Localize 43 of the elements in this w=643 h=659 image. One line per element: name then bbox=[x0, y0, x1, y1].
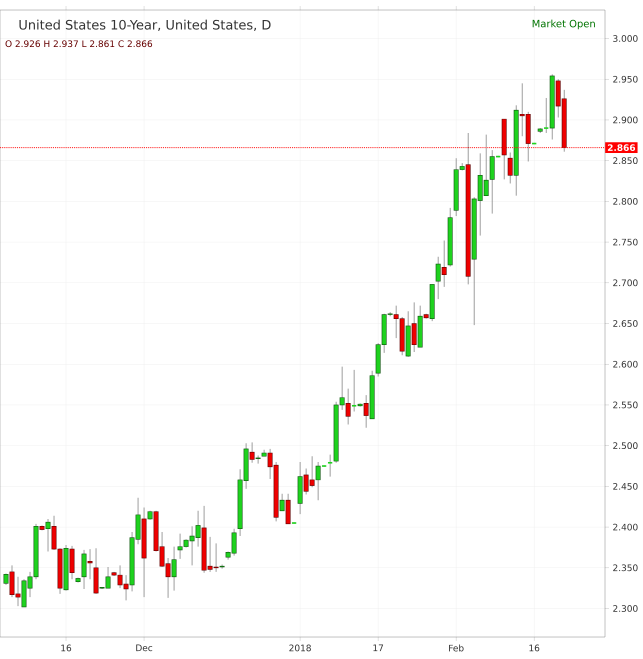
y-tick-label: 2.800 bbox=[613, 198, 638, 205]
candlestick bbox=[346, 388, 351, 425]
y-tick-label: 3.000 bbox=[613, 35, 638, 42]
y-tick-label: 2.550 bbox=[613, 402, 638, 408]
candlestick bbox=[220, 564, 225, 569]
text: O 2.926 H 2.937 L 2.861 C 2.866 bbox=[6, 40, 152, 48]
y-tick-label: 2.850 bbox=[613, 157, 638, 164]
candlestick bbox=[286, 493, 291, 524]
candlestick bbox=[172, 546, 177, 591]
y-tick-label: 2.450 bbox=[613, 482, 638, 490]
candlestick bbox=[88, 548, 92, 580]
x-tick-label: Feb bbox=[449, 644, 464, 652]
x-tick-label: 2018 bbox=[289, 644, 311, 652]
candlestick bbox=[70, 545, 74, 580]
y-tick-label: 2.400 bbox=[613, 524, 638, 530]
y-tick-label: 2.600 bbox=[613, 360, 638, 368]
x-tick-label: 16 bbox=[529, 644, 540, 652]
candlestick bbox=[327, 454, 334, 477]
candlestick bbox=[4, 573, 8, 586]
candlestick bbox=[436, 256, 441, 300]
x-tick-label: 17 bbox=[373, 644, 384, 652]
y-tick-label: 2.650 bbox=[613, 320, 638, 327]
x-tick-label: Dec bbox=[136, 644, 152, 652]
y-tick-label: 2.950 bbox=[613, 76, 638, 83]
candlestick bbox=[508, 152, 513, 184]
y-tick-label: 2.500 bbox=[613, 442, 638, 450]
ref-line-label: 2.866 bbox=[608, 144, 636, 152]
candlestick bbox=[364, 394, 369, 428]
y-tick-label: 2.300 bbox=[613, 605, 638, 612]
y-tick-label: 2.700 bbox=[613, 279, 638, 286]
candlestick bbox=[82, 550, 86, 590]
candlestick bbox=[280, 493, 285, 512]
candlestick bbox=[442, 240, 447, 288]
candlestick bbox=[256, 455, 261, 464]
text: United States 10-Year, United States, D bbox=[19, 20, 271, 31]
candlestick bbox=[250, 442, 255, 464]
y-tick-label: 2.350 bbox=[613, 564, 638, 572]
y-tick-label: 2.750 bbox=[613, 238, 638, 246]
candlestick bbox=[412, 302, 417, 352]
annotation: Market Open bbox=[532, 20, 595, 30]
x-tick-label: 16 bbox=[61, 644, 72, 652]
candlestick bbox=[46, 518, 50, 552]
y-tick-label: 2.900 bbox=[613, 116, 638, 124]
